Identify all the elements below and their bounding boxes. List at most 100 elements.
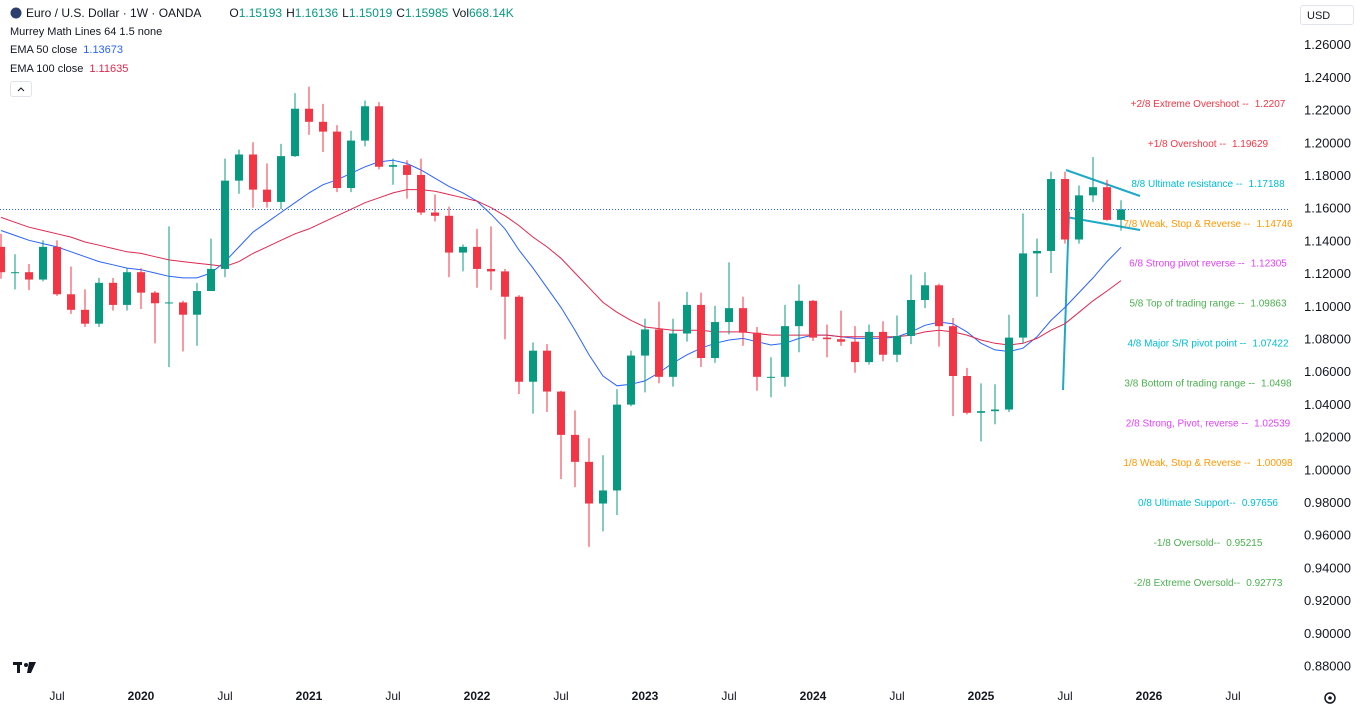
murrey-label: 3/8 Bottom of trading range -- 1.0498: [1124, 378, 1292, 389]
murrey-value: 0.92773: [1246, 578, 1283, 589]
murrey-value: 1.07422: [1252, 338, 1289, 349]
murrey-value: 1.0498: [1261, 378, 1292, 389]
candle-body: [39, 246, 47, 280]
candle-body: [669, 333, 677, 377]
candle-body: [683, 304, 691, 334]
murrey-label: 7/8 Weak, Stop & Reverse -- 1.14746: [1123, 218, 1293, 229]
logo-part: [24, 663, 28, 667]
candle-body: [277, 156, 285, 202]
murrey-name: 2/8 Strong, Pivot, reverse --: [1126, 418, 1248, 429]
currency-button[interactable]: USD: [1300, 5, 1354, 25]
murrey-label: -2/8 Extreme Oversold-- 0.92773: [1134, 578, 1283, 589]
chevron: [17, 87, 25, 92]
y-tick-label: 1.24000: [1304, 70, 1351, 85]
ema-name: EMA 50 close: [10, 44, 78, 56]
candle-body: [879, 331, 887, 355]
murrey-label: 5/8 Top of trading range -- 1.09863: [1129, 298, 1286, 309]
y-tick-label: 0.98000: [1304, 495, 1351, 510]
candle-body: [921, 285, 929, 300]
candle-body: [1061, 179, 1069, 240]
candle-body: [375, 106, 383, 167]
candle-body: [0, 246, 5, 273]
x-tick-label: 2020: [128, 689, 155, 703]
candle-body: [235, 154, 243, 181]
candle-body: [389, 165, 397, 167]
collapse-icon: [17, 87, 25, 92]
y-tick-label: 1.06000: [1304, 364, 1351, 379]
x-tick-label: Jul: [721, 689, 736, 703]
flag-upper-line: [1065, 169, 1141, 197]
quote-label: L: [342, 6, 349, 20]
murrey-name: -2/8 Extreme Oversold--: [1134, 578, 1241, 589]
candle-body: [291, 108, 299, 157]
symbol-name[interactable]: Euro / U.S. Dollar · 1W · OANDA: [26, 6, 202, 20]
candle-body: [347, 140, 355, 189]
y-tick-label: 1.02000: [1304, 430, 1351, 445]
ema-legend[interactable]: EMA 100 close 1.11635: [10, 63, 128, 75]
currency-label: USD: [1307, 10, 1331, 22]
candle-body: [459, 246, 467, 253]
candle-body: [487, 268, 495, 272]
murrey-value: 1.2207: [1255, 99, 1286, 110]
settings-gear[interactable]: [1324, 692, 1336, 704]
murrey-value: 0.97656: [1242, 498, 1279, 509]
y-tick-label: 1.22000: [1304, 103, 1351, 118]
candle-body: [599, 490, 607, 504]
indicator-legend[interactable]: Murrey Math Lines 64 1.5 none: [10, 26, 162, 38]
candle-body: [431, 212, 439, 216]
candle-body: [1033, 250, 1041, 254]
candle-body: [1047, 179, 1055, 251]
x-tick-label: 2024: [800, 689, 827, 703]
quote-value: 668.14K: [469, 6, 514, 20]
candle-body: [543, 350, 551, 392]
murrey-value: 1.19629: [1232, 139, 1269, 150]
x-tick-label: Jul: [217, 689, 232, 703]
candle-body: [725, 308, 733, 323]
candle-body: [697, 304, 705, 359]
candle-body: [137, 272, 145, 293]
y-tick-label: 1.14000: [1304, 233, 1351, 248]
x-tick-label: 2021: [296, 689, 323, 703]
murrey-name: 6/8 Strong pivot reverse --: [1129, 258, 1245, 269]
ema-value: 1.11635: [89, 63, 129, 75]
candle-body: [837, 339, 845, 342]
murrey-label: 8/8 Ultimate resistance -- 1.17188: [1131, 178, 1285, 189]
murrey-label: 6/8 Strong pivot reverse -- 1.12305: [1129, 258, 1287, 269]
x-tick-label: 2022: [464, 689, 491, 703]
murrey-value: 0.95215: [1226, 538, 1263, 549]
murrey-name: 3/8 Bottom of trading range --: [1124, 378, 1255, 389]
y-tick-label: 1.12000: [1304, 266, 1351, 281]
settings-gear-center[interactable]: [1328, 696, 1332, 700]
candle-body: [207, 268, 215, 292]
candle-body: [781, 326, 789, 377]
murrey-name: 1/8 Weak, Stop & Reverse --: [1123, 458, 1250, 469]
candle-body: [1089, 187, 1097, 196]
candle-body: [1019, 253, 1027, 338]
murrey-name: -1/8 Oversold--: [1154, 538, 1221, 549]
x-tick-label: Jul: [49, 689, 64, 703]
candle-body: [907, 299, 915, 336]
candle-body: [25, 272, 33, 280]
ema-legend[interactable]: EMA 50 close 1.13673: [10, 44, 123, 56]
candle-body: [865, 331, 873, 363]
settings-icon[interactable]: [1324, 692, 1336, 704]
candle-body: [711, 322, 719, 359]
murrey-value: 1.00098: [1256, 458, 1293, 469]
candle-body: [473, 246, 481, 269]
murrey-name: +1/8 Overshoot --: [1148, 139, 1226, 150]
tv-logo: [13, 662, 36, 673]
ema-value: 1.13673: [83, 44, 124, 56]
x-tick-label: Jul: [385, 689, 400, 703]
candle-body: [767, 376, 775, 378]
y-tick-label: 0.90000: [1304, 626, 1351, 641]
murrey-levels: +2/8 Extreme Overshoot -- 1.2207 +1/8 Over…: [1123, 99, 1293, 589]
flag-pole-line: [1062, 211, 1070, 391]
murrey-label: -1/8 Oversold-- 0.95215: [1154, 538, 1263, 549]
candle-body: [935, 285, 943, 327]
candle-body: [557, 391, 565, 435]
collapse-button[interactable]: [10, 81, 32, 97]
murrey-value: 1.14746: [1256, 218, 1293, 229]
y-tick-label: 0.96000: [1304, 528, 1351, 543]
candle-body: [263, 189, 271, 202]
